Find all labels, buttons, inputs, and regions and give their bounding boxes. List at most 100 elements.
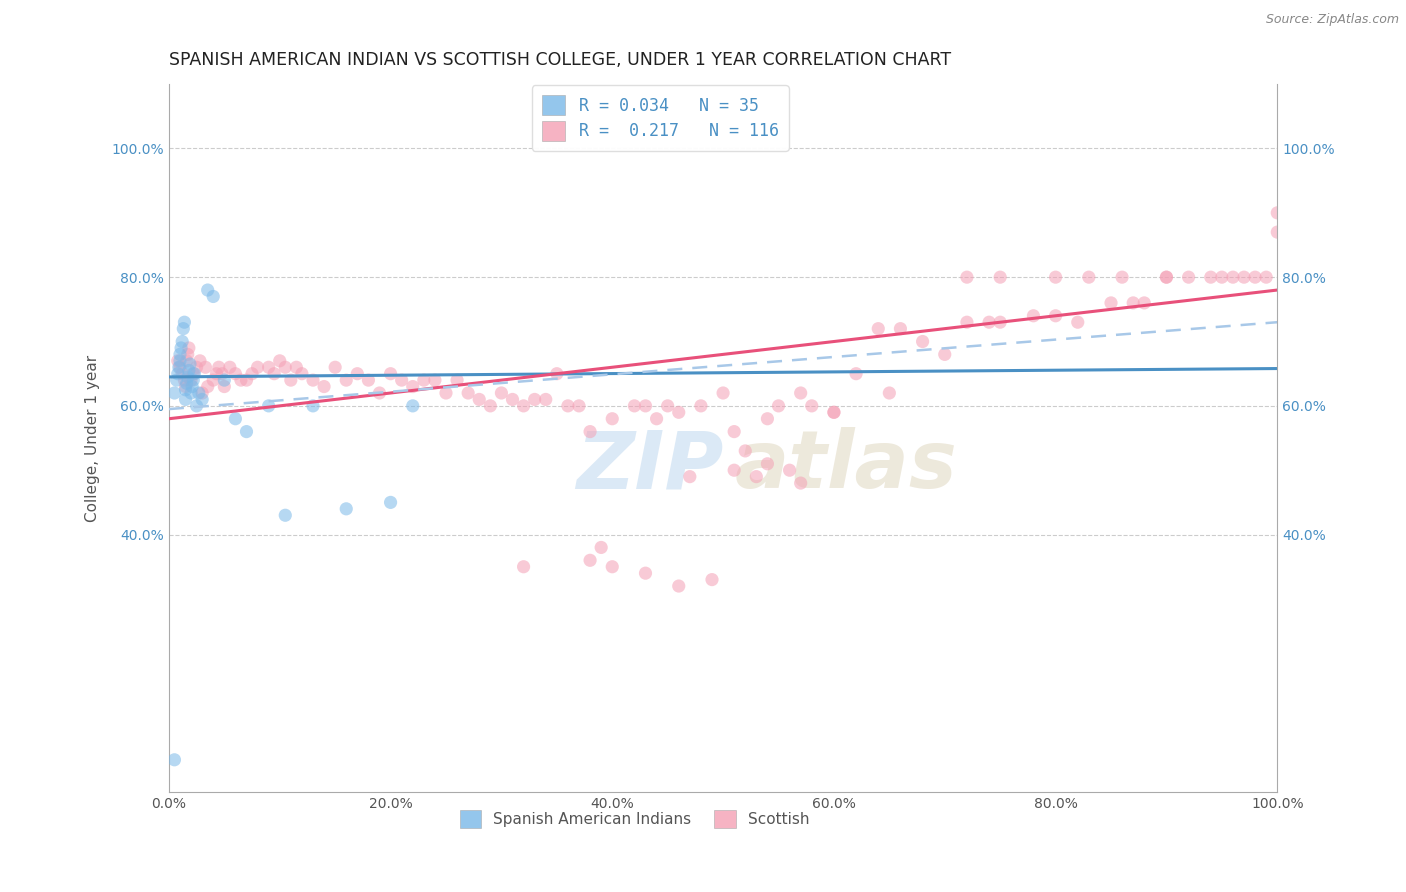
- Point: [579, 425, 602, 439]
- Point: [166, 373, 188, 387]
- Point: [186, 360, 208, 375]
- Point: [645, 411, 668, 425]
- Point: [169, 360, 191, 375]
- Point: [1222, 270, 1244, 285]
- Point: [657, 399, 679, 413]
- Point: [1133, 296, 1156, 310]
- Point: [479, 399, 502, 413]
- Point: [1156, 270, 1178, 285]
- Point: [977, 315, 1000, 329]
- Point: [166, 354, 188, 368]
- Point: [202, 373, 225, 387]
- Point: [534, 392, 557, 407]
- Point: [591, 541, 613, 555]
- Point: [302, 373, 325, 387]
- Point: [302, 399, 325, 413]
- Point: [174, 379, 197, 393]
- Point: [291, 367, 314, 381]
- Point: [202, 289, 225, 303]
- Point: [357, 373, 380, 387]
- Point: [180, 386, 202, 401]
- Point: [1233, 270, 1256, 285]
- Point: [211, 367, 233, 381]
- Point: [240, 367, 263, 381]
- Point: [1256, 270, 1278, 285]
- Text: Source: ZipAtlas.com: Source: ZipAtlas.com: [1265, 13, 1399, 27]
- Point: [523, 392, 546, 407]
- Point: [512, 559, 534, 574]
- Point: [224, 367, 246, 381]
- Point: [756, 457, 779, 471]
- Point: [956, 270, 979, 285]
- Point: [176, 354, 198, 368]
- Point: [169, 347, 191, 361]
- Point: [1045, 309, 1067, 323]
- Point: [167, 360, 190, 375]
- Point: [183, 367, 205, 381]
- Point: [285, 360, 308, 375]
- Point: [368, 386, 391, 401]
- Point: [546, 367, 568, 381]
- Point: [208, 360, 231, 375]
- Point: [434, 386, 457, 401]
- Point: [246, 360, 269, 375]
- Point: [323, 360, 346, 375]
- Point: [205, 367, 228, 381]
- Point: [274, 360, 297, 375]
- Point: [177, 341, 200, 355]
- Point: [1156, 270, 1178, 285]
- Point: [166, 367, 188, 381]
- Point: [169, 354, 191, 368]
- Point: [173, 315, 195, 329]
- Point: [568, 399, 591, 413]
- Point: [1067, 315, 1090, 329]
- Point: [173, 373, 195, 387]
- Point: [745, 469, 768, 483]
- Point: [579, 553, 602, 567]
- Point: [600, 411, 623, 425]
- Point: [868, 321, 890, 335]
- Text: atlas: atlas: [734, 427, 957, 506]
- Point: [257, 360, 280, 375]
- Point: [789, 476, 811, 491]
- Point: [181, 379, 204, 393]
- Point: [723, 463, 745, 477]
- Point: [823, 405, 845, 419]
- Point: [176, 376, 198, 391]
- Point: [172, 334, 194, 349]
- Point: [181, 373, 204, 387]
- Point: [623, 399, 645, 413]
- Point: [879, 386, 901, 401]
- Point: [789, 386, 811, 401]
- Point: [1265, 225, 1288, 239]
- Point: [779, 463, 801, 477]
- Point: [335, 373, 357, 387]
- Point: [380, 495, 402, 509]
- Point: [1265, 206, 1288, 220]
- Point: [756, 411, 779, 425]
- Point: [186, 399, 208, 413]
- Point: [634, 566, 657, 581]
- Point: [194, 360, 217, 375]
- Point: [335, 501, 357, 516]
- Point: [402, 399, 425, 413]
- Point: [218, 360, 240, 375]
- Point: [235, 425, 257, 439]
- Point: [170, 341, 193, 355]
- Point: [214, 379, 236, 393]
- Point: [988, 270, 1011, 285]
- Point: [391, 373, 413, 387]
- Point: [734, 444, 756, 458]
- Point: [174, 392, 197, 407]
- Point: [668, 405, 690, 419]
- Point: [280, 373, 302, 387]
- Point: [491, 386, 513, 401]
- Point: [911, 334, 934, 349]
- Point: [177, 370, 200, 384]
- Point: [380, 367, 402, 381]
- Point: [690, 399, 713, 413]
- Point: [800, 399, 823, 413]
- Point: [1122, 296, 1144, 310]
- Point: [823, 405, 845, 419]
- Point: [502, 392, 524, 407]
